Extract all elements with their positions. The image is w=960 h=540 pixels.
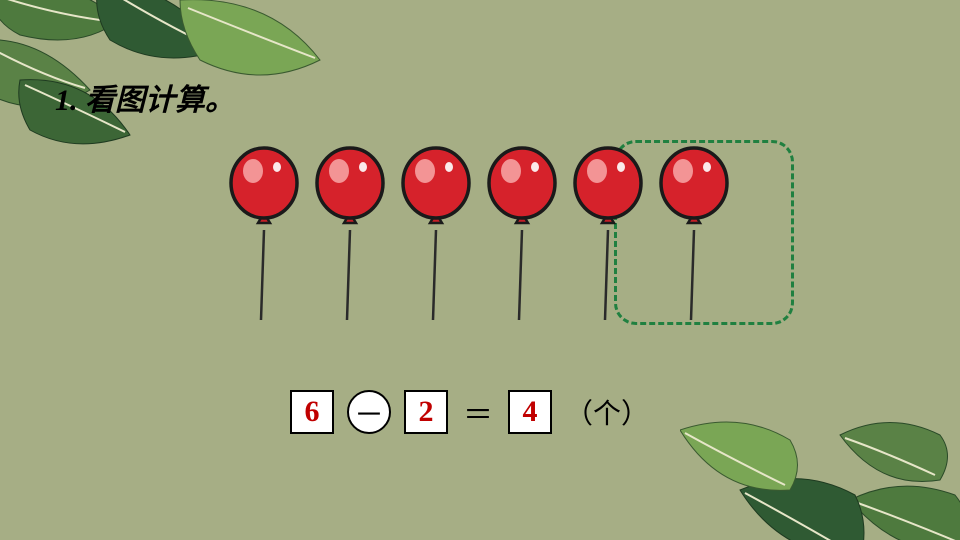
leaf-decoration-bottom (680, 360, 960, 540)
operand1-box: 6 (290, 390, 334, 434)
balloon-icon (225, 145, 303, 320)
balloon-icon (311, 145, 389, 320)
balloon-icon (655, 145, 733, 320)
operand2-box: 2 (404, 390, 448, 434)
equation: 6 － 2 ＝ 4 （个） (290, 390, 649, 434)
balloon-icon (483, 145, 561, 320)
equals-sign: ＝ (461, 390, 495, 434)
question-title: 1. 看图计算。 (55, 75, 235, 119)
balloon-icon (569, 145, 647, 320)
result-box: 4 (508, 390, 552, 434)
balloon-icon (397, 145, 475, 320)
balloon-row (225, 145, 733, 320)
operator-circle: － (347, 390, 391, 434)
unit-label: （个） (565, 392, 649, 432)
